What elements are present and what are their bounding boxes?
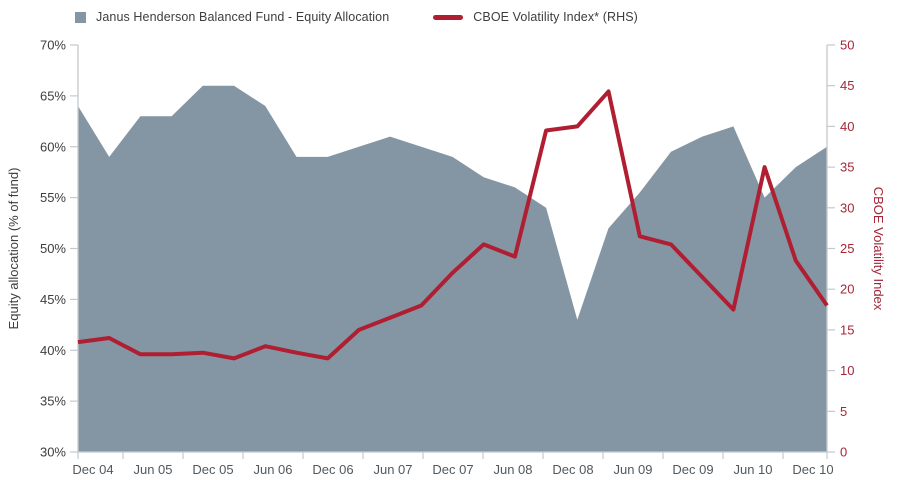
- right-axis-tick-label: 40: [840, 119, 854, 134]
- x-axis-label: Jun 08: [493, 462, 532, 477]
- chart-legend: Janus Henderson Balanced Fund - Equity A…: [75, 10, 638, 24]
- legend-label-vix: CBOE Volatility Index* (RHS): [473, 10, 638, 24]
- x-axis-label: Dec 08: [552, 462, 593, 477]
- x-axis-label: Dec 07: [432, 462, 473, 477]
- vix-line-swatch-icon: [433, 14, 464, 20]
- left-axis-tick-label: 55%: [40, 190, 66, 205]
- x-axis-label: Dec 05: [192, 462, 233, 477]
- left-axis-title: Equity allocation (% of fund): [6, 168, 21, 330]
- equity-area: [78, 85, 827, 452]
- right-axis-tick-label: 15: [840, 322, 854, 337]
- legend-label-equity-allocation: Janus Henderson Balanced Fund - Equity A…: [96, 10, 390, 24]
- equity-area-swatch-icon: [75, 11, 86, 23]
- right-axis-tick-label: 0: [840, 445, 847, 460]
- x-axis-label: Jun 10: [733, 462, 772, 477]
- left-axis-tick-label: 50%: [40, 241, 66, 256]
- x-axis-label: Dec 09: [672, 462, 713, 477]
- left-axis-tick-label: 60%: [40, 139, 66, 154]
- legend-item-vix: CBOE Volatility Index* (RHS): [433, 10, 638, 24]
- right-axis-title: CBOE Volatility Index: [871, 187, 886, 311]
- right-axis-tick-label: 10: [840, 363, 854, 378]
- x-axis-label: Jun 06: [253, 462, 292, 477]
- right-axis-tick-label: 5: [840, 404, 847, 419]
- left-axis-tick-label: 65%: [40, 88, 66, 103]
- right-axis-tick-label: 50: [840, 38, 854, 53]
- x-axis-label: Jun 07: [373, 462, 412, 477]
- right-axis-tick-label: 30: [840, 200, 854, 215]
- right-axis-tick-label: 25: [840, 241, 854, 256]
- left-axis-tick-label: 35%: [40, 394, 66, 409]
- x-axis-label: Dec 06: [312, 462, 353, 477]
- legend-item-equity-allocation: Janus Henderson Balanced Fund - Equity A…: [75, 10, 389, 24]
- x-axis-label: Jun 05: [133, 462, 172, 477]
- left-axis-tick-label: 45%: [40, 292, 66, 307]
- left-axis-tick-label: 70%: [40, 38, 66, 53]
- right-axis-tick-label: 45: [840, 78, 854, 93]
- right-axis-tick-label: 35: [840, 160, 854, 175]
- x-axis-label: Dec 04: [72, 462, 113, 477]
- right-axis-tick-label: 20: [840, 282, 854, 297]
- x-axis-label: Jun 09: [613, 462, 652, 477]
- vix-line: [77, 89, 829, 361]
- x-axis-label: Dec 10: [792, 462, 833, 477]
- left-axis-tick-label: 40%: [40, 343, 66, 358]
- left-axis-tick-label: 30%: [40, 445, 66, 460]
